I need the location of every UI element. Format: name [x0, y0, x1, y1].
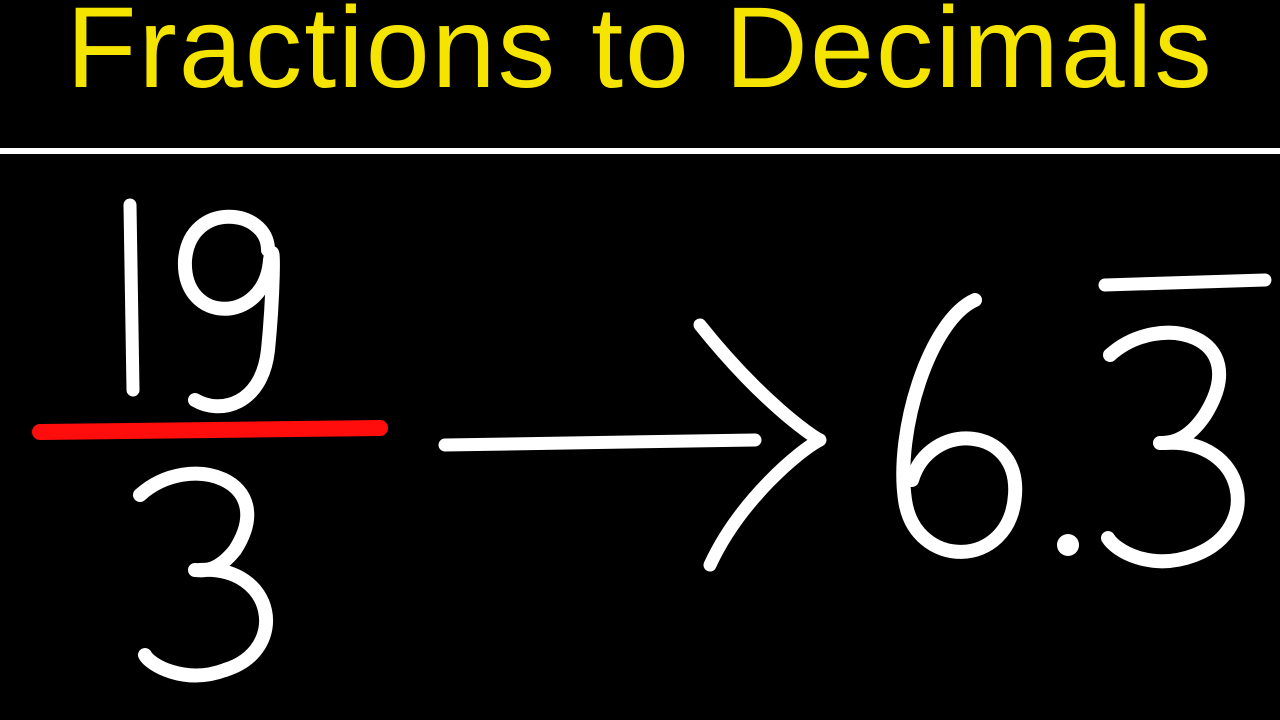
page-title: Fractions to Decimals — [0, 0, 1280, 114]
repeating-overline — [1105, 280, 1265, 285]
numerator-digit-9 — [185, 217, 273, 407]
arrow-shaft — [445, 440, 755, 445]
numerator-digit-1 — [130, 205, 133, 390]
fraction-bar — [40, 428, 380, 432]
decimal-digit-6 — [903, 300, 1015, 552]
denominator-digit-3 — [140, 474, 266, 676]
decimal-point — [1057, 534, 1079, 556]
decimal-digit-3 — [1108, 333, 1238, 561]
math-figure — [0, 150, 1280, 720]
